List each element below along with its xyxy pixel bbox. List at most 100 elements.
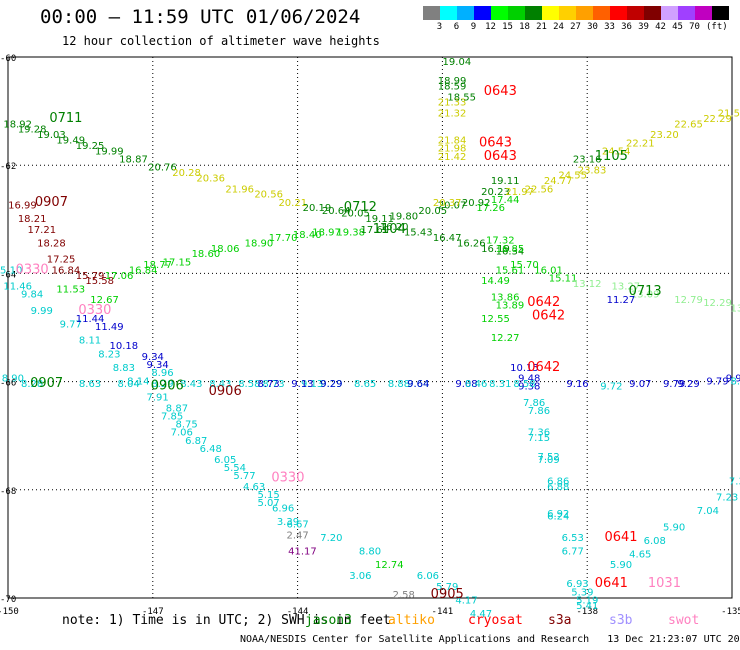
legend-entry: s3b xyxy=(609,613,633,628)
wave-height-point: 13.12 xyxy=(573,279,602,290)
wave-height-point: 11.46 xyxy=(3,282,32,293)
wave-height-point: 8.73 xyxy=(258,379,280,390)
wave-height-point: 21.98 xyxy=(438,144,467,155)
colorbar-tick-label: 15 xyxy=(502,22,513,32)
pass-time-label: 0642 xyxy=(532,308,565,323)
wave-height-point: 8.04 xyxy=(118,379,140,390)
wave-height-point: 9.29 xyxy=(320,379,342,390)
wave-height-point: 7.09 xyxy=(537,455,559,466)
wave-height-point: 20.76 xyxy=(148,163,177,174)
colorbar-swatch xyxy=(678,6,695,20)
wave-height-point: 7.86 xyxy=(528,406,550,417)
wave-height-point: 20.28 xyxy=(172,168,201,179)
wave-height-point: 3.39 xyxy=(277,517,299,528)
wave-height-point: 6.87 xyxy=(185,436,207,447)
wave-height-point: 9.16 xyxy=(566,379,588,390)
colorbar-swatch xyxy=(695,6,712,20)
wave-height-point: 8.43 xyxy=(209,379,231,390)
wave-height-point: 6.93 xyxy=(566,579,588,590)
wave-height-point: 17.15 xyxy=(163,257,192,268)
wave-height-point: 18.40 xyxy=(293,230,322,241)
wave-height-point: 6.86 xyxy=(547,476,569,487)
wave-height-point: 9.72 xyxy=(600,382,622,393)
wave-height-point: 19.11 xyxy=(365,214,394,225)
wave-height-point: 5.79 xyxy=(436,582,458,593)
pass-time-label: 1104 xyxy=(373,222,406,237)
colorbar-tick-label: 30 xyxy=(587,22,598,32)
wave-height-point: 5.90 xyxy=(610,560,632,571)
colorbar-swatch xyxy=(423,6,440,20)
colorbar-swatch xyxy=(661,6,678,20)
pass-time-label: 0642 xyxy=(527,295,560,310)
wave-height-point: 18.21 xyxy=(18,214,47,225)
wave-height-point: 18.97 xyxy=(312,228,341,239)
wave-height-point: 5.77 xyxy=(233,471,255,482)
x-tick-label: -135 xyxy=(721,607,740,617)
pass-time-label: 1031 xyxy=(648,576,681,591)
wave-height-point: 9.13 xyxy=(291,379,313,390)
wave-height-point: 20.92 xyxy=(462,198,491,209)
wave-height-point: 16.99 xyxy=(8,200,37,211)
x-tick-label: -141 xyxy=(432,607,454,617)
wave-height-point: 8.31 xyxy=(489,379,511,390)
colorbar-swatch xyxy=(508,6,525,20)
wave-height-point: 9.79 xyxy=(663,379,685,390)
legend-entry: cryosat xyxy=(468,613,523,628)
wave-height-point: 22.29 xyxy=(703,114,732,125)
wave-height-point: 15.61 xyxy=(496,265,525,276)
wave-height-point: 22.21 xyxy=(626,138,655,149)
pass-time-label: 0713 xyxy=(629,284,662,299)
colorbar-swatch xyxy=(440,6,457,20)
wave-height-point: 9.34 xyxy=(146,360,168,371)
colorbar-tick-label: 39 xyxy=(638,22,649,32)
wave-height-point: 8.29 xyxy=(151,379,173,390)
wave-height-point: 18.59 xyxy=(438,81,467,92)
wave-height-point: 7.20 xyxy=(320,533,342,544)
wave-height-point: 21.84 xyxy=(438,136,467,147)
pass-time-label: 1105 xyxy=(595,149,628,164)
colorbar-tick-label: 12 xyxy=(485,22,496,32)
wave-height-point: 19.38 xyxy=(336,228,365,239)
wave-height-point: 7.85 xyxy=(161,411,183,422)
colorbar-labels: 3 6 9 12 15 18 21 24 27 30 33 36 39 42 45 70 xyxy=(423,22,703,32)
pass-time-label: 0907 xyxy=(30,376,63,391)
wave-height-point: 8.65 xyxy=(354,379,376,390)
wave-height-point: 23.20 xyxy=(650,130,679,141)
colorbar-tick-label: 3 xyxy=(436,22,443,32)
x-tick-label: -147 xyxy=(142,607,164,617)
wave-height-point: 20.37 xyxy=(433,198,462,209)
wave-height-point: 24.55 xyxy=(558,171,587,182)
wave-height-point: 17.21 xyxy=(27,225,56,236)
wave-height-point: 23.16 xyxy=(573,154,602,165)
wave-height-point: 21.97 xyxy=(505,187,534,198)
x-tick-label: -144 xyxy=(287,607,309,617)
wave-height-point: 16.34 xyxy=(496,246,525,257)
wave-height-point: 10.18 xyxy=(110,341,139,352)
wave-height-point: 17.32 xyxy=(486,236,515,247)
legend-entry: s3a xyxy=(548,613,572,628)
wave-height-point: 8.96 xyxy=(151,368,173,379)
wave-height-point: 23.83 xyxy=(578,165,607,176)
wave-height-point: 2.47 xyxy=(286,530,308,541)
y-tick-label: -62 xyxy=(0,162,16,172)
wave-height-point: 16.84 xyxy=(129,265,158,276)
wave-height-point: 18.99 xyxy=(438,76,467,87)
wave-height-point: 20.07 xyxy=(438,200,467,211)
wave-height-point: 12.55 xyxy=(481,314,510,325)
wave-height-point: 6.77 xyxy=(562,547,584,558)
wave-height-point: 4.17 xyxy=(455,595,477,606)
wave-height-point: 17.06 xyxy=(105,271,134,282)
wave-height-point: 13.27 xyxy=(611,282,640,293)
wave-height-point: 5.54 xyxy=(224,463,246,474)
colorbar-tick-label: 21 xyxy=(536,22,547,32)
wave-height-point: 21.33 xyxy=(438,98,467,109)
legend-entry: altiko xyxy=(388,613,435,628)
wave-height-point: 9.07 xyxy=(629,379,651,390)
wave-height-point: 16.26 xyxy=(457,238,486,249)
wave-height-point: 18.92 xyxy=(3,119,32,130)
colorbar xyxy=(423,6,729,20)
wave-height-point: 9.79 xyxy=(706,376,728,387)
wave-height-point: 6.48 xyxy=(200,444,222,455)
colorbar-tick-label: 42 xyxy=(655,22,666,32)
